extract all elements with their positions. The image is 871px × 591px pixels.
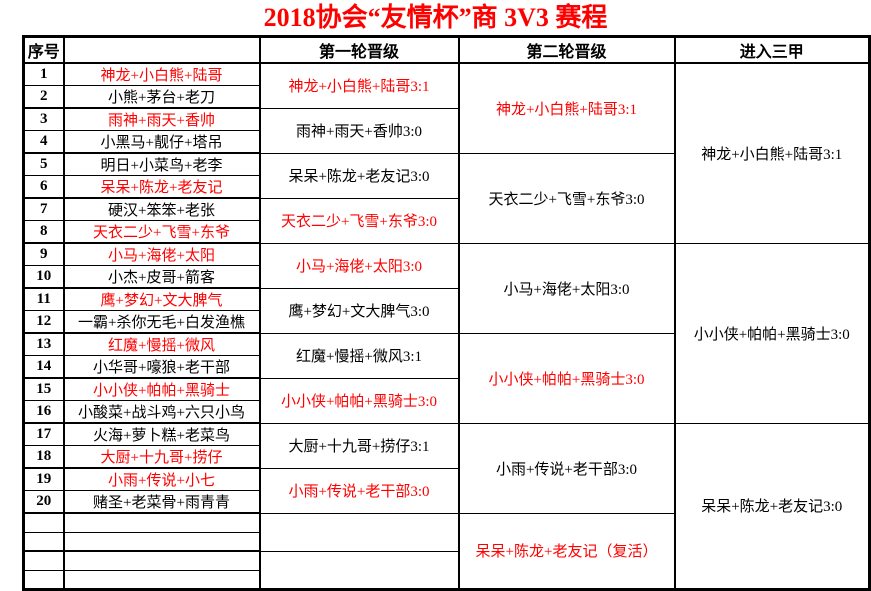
final-cell: 神龙+小白熊+陆哥3:1 <box>673 62 871 244</box>
team-cell: 大厨+十九哥+捞仔 <box>62 445 261 469</box>
team-cell: 神龙+小白熊+陆哥 <box>62 62 261 86</box>
page-title: 2018协会“友情杯”商 3V3 赛程 <box>263 3 608 32</box>
round2-cell: 小马+海佬+太阳3:0 <box>457 242 676 334</box>
seq-cell: 6 <box>22 175 65 199</box>
final-cell: 小小侠+帕帕+黑骑士3:0 <box>673 242 871 424</box>
seq-cell <box>22 569 65 590</box>
seq-cell: 18 <box>22 445 65 469</box>
table-row: 14 小华哥+嚎狼+老干部 <box>22 355 870 379</box>
seq-cell: 2 <box>22 85 65 109</box>
table-row: 2 小熊+茅台+老刀 <box>22 85 870 109</box>
team-cell <box>62 512 261 533</box>
team-cell: 天衣二少+飞雪+东爷 <box>62 220 261 244</box>
seq-cell: 11 <box>22 287 65 311</box>
team-cell: 硬汉+笨笨+老张 <box>62 197 261 221</box>
round2-cell: 神龙+小白熊+陆哥3:1 <box>457 62 676 154</box>
seq-cell: 10 <box>22 265 65 289</box>
team-cell <box>62 550 261 571</box>
round1-cell: 天衣二少+飞雪+东爷3:0 <box>258 197 460 244</box>
round1-cell: 小马+海佬+太阳3:0 <box>258 242 460 289</box>
seq-cell <box>22 550 65 571</box>
seq-cell: 8 <box>22 220 65 244</box>
seq-cell: 12 <box>22 310 65 334</box>
round1-cell: 呆呆+陈龙+老友记3:0 <box>258 152 460 199</box>
table-row: 17 火海+萝卜糕+老菜鸟 大厨+十九哥+捞仔3:1 小雨+传说+老干部3:0 呆呆+陈… <box>22 422 871 590</box>
seq-cell: 17 <box>22 422 65 446</box>
table-row: 19 小雨+传说+小七 小雨+传说+老干部3:0 <box>22 467 870 514</box>
round2-cell: 小雨+传说+老干部3:0 <box>457 422 676 514</box>
table-row: 20 赌圣+老菜骨+雨青青 <box>22 490 870 514</box>
team-cell: 小马+海佬+太阳 <box>62 242 261 266</box>
team-cell: 小黑马+靓仔+塔吊 <box>62 130 261 154</box>
round2-cell: 小小侠+帕帕+黑骑士3:0 <box>457 332 676 424</box>
seq-cell: 7 <box>22 197 65 221</box>
team-cell: 小熊+茅台+老刀 <box>62 85 261 109</box>
team-cell: 呆呆+陈龙+老友记 <box>62 175 261 199</box>
seq-cell: 3 <box>22 107 65 131</box>
round1-cell: 神龙+小白熊+陆哥3:1 <box>258 62 460 109</box>
final-cell: 呆呆+陈龙+老友记3:0 <box>673 422 871 590</box>
seq-cell: 4 <box>22 130 65 154</box>
round1-cell <box>258 550 460 590</box>
round2-cell: 呆呆+陈龙+老友记（复活） <box>457 512 676 590</box>
table-row: 6 呆呆+陈龙+老友记 <box>22 175 870 199</box>
table-row: 9 小马+海佬+太阳 小马+海佬+太阳3:0 小马+海佬+太阳3:0 小小侠+帕帕+黑骑… <box>22 242 871 424</box>
round1-cell: 鹰+梦幻+文大脾气3:0 <box>258 287 460 334</box>
table-row: 1 神龙+小白熊+陆哥 神龙+小白熊+陆哥3:1 神龙+小白熊+陆哥3:1 神龙+小白熊… <box>22 62 871 244</box>
seq-cell: 13 <box>22 332 65 356</box>
table-row: 18 大厨+十九哥+捞仔 <box>22 445 870 469</box>
table-row: 12 一霸+杀你无毛+白发渔樵 <box>22 310 870 334</box>
team-cell: 明日+小菜鸟+老李 <box>62 152 261 176</box>
table-row: 16 小酸菜+战斗鸡+六只小鸟 <box>22 400 870 424</box>
seq-cell: 19 <box>22 467 65 491</box>
seq-cell: 14 <box>22 355 65 379</box>
seq-cell <box>22 512 65 533</box>
team-cell <box>62 569 261 590</box>
team-cell: 小酸菜+战斗鸡+六只小鸟 <box>62 400 261 424</box>
schedule-table: 序号 第一轮晋级 第二轮晋级 进入三甲 1 神龙+小白熊+陆哥 神龙+小白熊+陆哥3… <box>22 35 871 591</box>
header-round2: 第二轮晋级 <box>457 36 676 64</box>
team-cell: 小小侠+帕帕+黑骑士 <box>62 377 261 401</box>
table-row: 8 天衣二少+飞雪+东爷 <box>22 220 870 244</box>
team-cell: 小杰+皮哥+箭客 <box>62 265 261 289</box>
seq-cell: 5 <box>22 152 65 176</box>
team-cell: 一霸+杀你无毛+白发渔樵 <box>62 310 261 334</box>
seq-cell: 1 <box>22 62 65 86</box>
header-team <box>62 36 261 64</box>
round2-cell: 天衣二少+飞雪+东爷3:0 <box>457 152 676 244</box>
round1-cell: 雨神+雨天+香帅3:0 <box>258 107 460 154</box>
round1-cell: 大厨+十九哥+捞仔3:1 <box>258 422 460 469</box>
team-cell: 小雨+传说+小七 <box>62 467 261 491</box>
team-cell: 鹰+梦幻+文大脾气 <box>62 287 261 311</box>
round1-cell <box>258 512 460 552</box>
seq-cell: 15 <box>22 377 65 401</box>
seq-cell: 16 <box>22 400 65 424</box>
header-round1: 第一轮晋级 <box>258 36 460 64</box>
table-row: 3 雨神+雨天+香帅 雨神+雨天+香帅3:0 <box>22 107 870 154</box>
table-row: 4 小黑马+靓仔+塔吊 <box>22 130 870 154</box>
table-row: 7 硬汉+笨笨+老张 天衣二少+飞雪+东爷3:0 <box>22 197 870 244</box>
team-cell: 小华哥+嚎狼+老干部 <box>62 355 261 379</box>
table-row: 10 小杰+皮哥+箭客 <box>22 265 870 289</box>
table-row: 15 小小侠+帕帕+黑骑士 小小侠+帕帕+黑骑士3:0 <box>22 377 870 424</box>
team-cell: 火海+萝卜糕+老菜鸟 <box>62 422 261 446</box>
round1-cell: 小小侠+帕帕+黑骑士3:0 <box>258 377 460 424</box>
team-cell: 赌圣+老菜骨+雨青青 <box>62 490 261 514</box>
team-cell: 红魔+慢摇+微风 <box>62 332 261 356</box>
team-cell <box>62 531 261 552</box>
header-top3: 进入三甲 <box>673 36 871 64</box>
round1-cell: 小雨+传说+老干部3:0 <box>258 467 460 514</box>
header-row: 序号 第一轮晋级 第二轮晋级 进入三甲 <box>22 36 871 64</box>
seq-cell: 9 <box>22 242 65 266</box>
header-seq: 序号 <box>22 36 65 64</box>
seq-cell: 20 <box>22 490 65 514</box>
seq-cell <box>22 531 65 552</box>
team-cell: 雨神+雨天+香帅 <box>62 107 261 131</box>
round1-cell: 红魔+慢摇+微风3:1 <box>258 332 460 379</box>
